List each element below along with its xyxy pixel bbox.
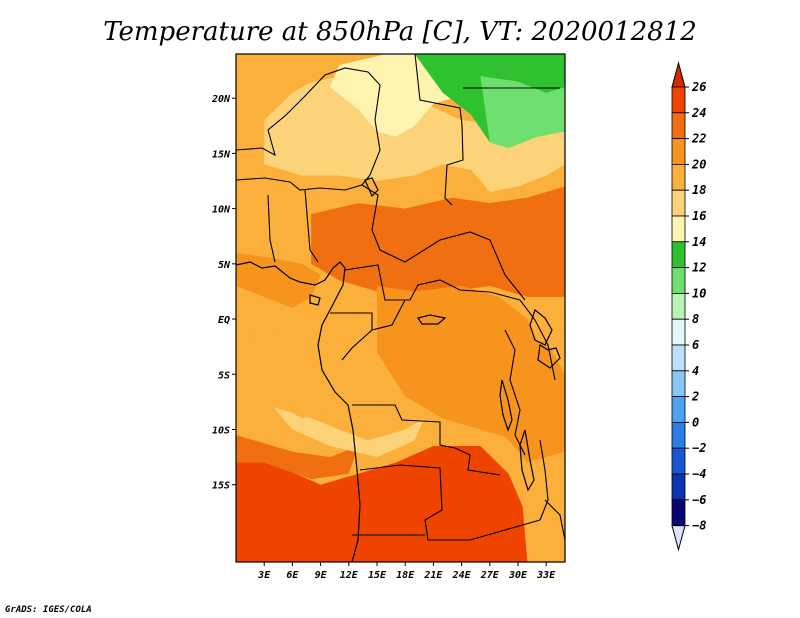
lake-west: [309, 294, 321, 306]
border-line: [371, 299, 406, 331]
lake-central: [417, 314, 447, 325]
lat-tick-label: 10S: [212, 425, 230, 436]
field-region-cool-northwest: [236, 54, 330, 143]
lon-tick-label: 24E: [452, 570, 472, 581]
border-line: [544, 499, 565, 541]
colorbar-label: 2: [691, 390, 699, 404]
colorbar-swatch: [671, 163, 686, 191]
colorbar-swatch: [671, 138, 686, 165]
colorbar-top-arrow: [671, 61, 686, 88]
lake-tanganyika: [499, 379, 513, 432]
grads-credit: GrADS: IGES/COLA: [5, 605, 92, 615]
lon-tick-label: 12E: [340, 570, 359, 581]
border-line: [267, 194, 276, 263]
lon-tick-label: 30E: [508, 570, 528, 581]
colorbar-swatch: [671, 421, 686, 449]
lon-tick-label: 3E: [257, 570, 271, 581]
latitude-axis: 20N 15N 10N 5N EQ 5S 10S 15S: [211, 94, 236, 492]
colorbar-label: 8: [692, 312, 699, 326]
colorbar-swatch: [671, 86, 686, 114]
map-area: [235, 53, 566, 563]
lon-tick-label: 6E: [286, 570, 299, 581]
colorbar-swatch: [671, 473, 686, 501]
colorbar-label: −6: [692, 493, 706, 507]
colorbar-swatch: [671, 267, 686, 294]
colorbar-label: 26: [691, 80, 706, 94]
lat-tick-label: 5S: [218, 370, 230, 381]
colorbar-label: 14: [692, 235, 706, 249]
border-line: [539, 439, 549, 521]
lake-chad: [364, 177, 379, 198]
lat-tick-label: 20N: [211, 94, 231, 105]
colorbar-label: 22: [691, 132, 706, 146]
lake-victoria: [529, 308, 553, 346]
colorbar-swatch: [671, 241, 686, 269]
coastline: [236, 261, 361, 562]
lake-region-east: [537, 343, 561, 369]
field-region-cool-south-angola: [273, 407, 424, 458]
lon-tick-label: 33E: [536, 570, 556, 581]
field-region-warm-west-coast: [236, 252, 321, 308]
colorbar-label: 20: [691, 157, 706, 171]
colorbar-label: 4: [692, 364, 699, 378]
map-frame: [235, 53, 566, 563]
map-title: Temperature at 850hPa [C], VT: 202001281…: [103, 17, 697, 47]
field-region-green-egypt-light: [480, 76, 565, 148]
colorbar-swatch: [671, 189, 686, 217]
colorbar-label: 16: [692, 209, 706, 223]
colorbar-label: 18: [692, 183, 706, 197]
field-region-warm-west-south: [236, 330, 340, 419]
border-line: [344, 264, 521, 301]
colorbar-swatch: [671, 215, 686, 243]
colorbar-swatch: [671, 396, 686, 423]
field-region-cool-sahel: [264, 76, 565, 192]
field-region-hot-south: [236, 446, 528, 562]
colorbar-label: 6: [692, 338, 699, 352]
colorbar-label: −8: [692, 519, 706, 533]
colorbar-bottom-arrow: [671, 525, 686, 552]
colorbar-swatch: [671, 318, 686, 346]
border-line: [414, 54, 464, 206]
colorbar-swatch: [671, 499, 686, 526]
lon-tick-label: 27E: [480, 570, 500, 581]
colorbar-label: −2: [692, 441, 706, 455]
lat-tick-label: 5N: [218, 260, 231, 271]
colorbar-label: −4: [692, 467, 706, 481]
lat-tick-label: 15N: [212, 149, 231, 160]
lon-tick-label: 9E: [315, 570, 328, 581]
border-line: [352, 404, 501, 476]
border-line: [236, 67, 381, 186]
lon-tick-label: 18E: [396, 570, 415, 581]
colorbar-swatch: [671, 112, 686, 140]
lon-tick-label: 21E: [423, 570, 443, 581]
border-line: [236, 177, 526, 301]
border-line: [304, 189, 319, 263]
colorbar-swatch: [671, 292, 686, 320]
field-region-warm-southwest: [236, 435, 359, 480]
colorbar-label: 0: [692, 415, 699, 429]
colorbar-label: 10: [692, 286, 706, 300]
colorbar-swatch: [671, 370, 686, 397]
lon-tick-label: 15E: [368, 570, 387, 581]
colorbar-label: 24: [691, 106, 706, 120]
lat-tick-label: 10N: [212, 205, 231, 216]
longitude-axis: 3E 6E 9E 12E 15E 18E 21E 24E 27E 30E 33E: [257, 562, 556, 581]
lake-malawi: [519, 429, 535, 492]
border-line: [359, 464, 541, 541]
colorbar-label: 12: [692, 261, 706, 275]
colorbar-swatch: [671, 344, 686, 372]
lat-tick-label: EQ: [218, 315, 230, 326]
country-borders: [236, 54, 565, 562]
lat-tick-label: 15S: [212, 481, 230, 492]
colorbar-swatch: [671, 447, 686, 475]
border-line: [519, 299, 556, 381]
border-line: [504, 329, 526, 456]
